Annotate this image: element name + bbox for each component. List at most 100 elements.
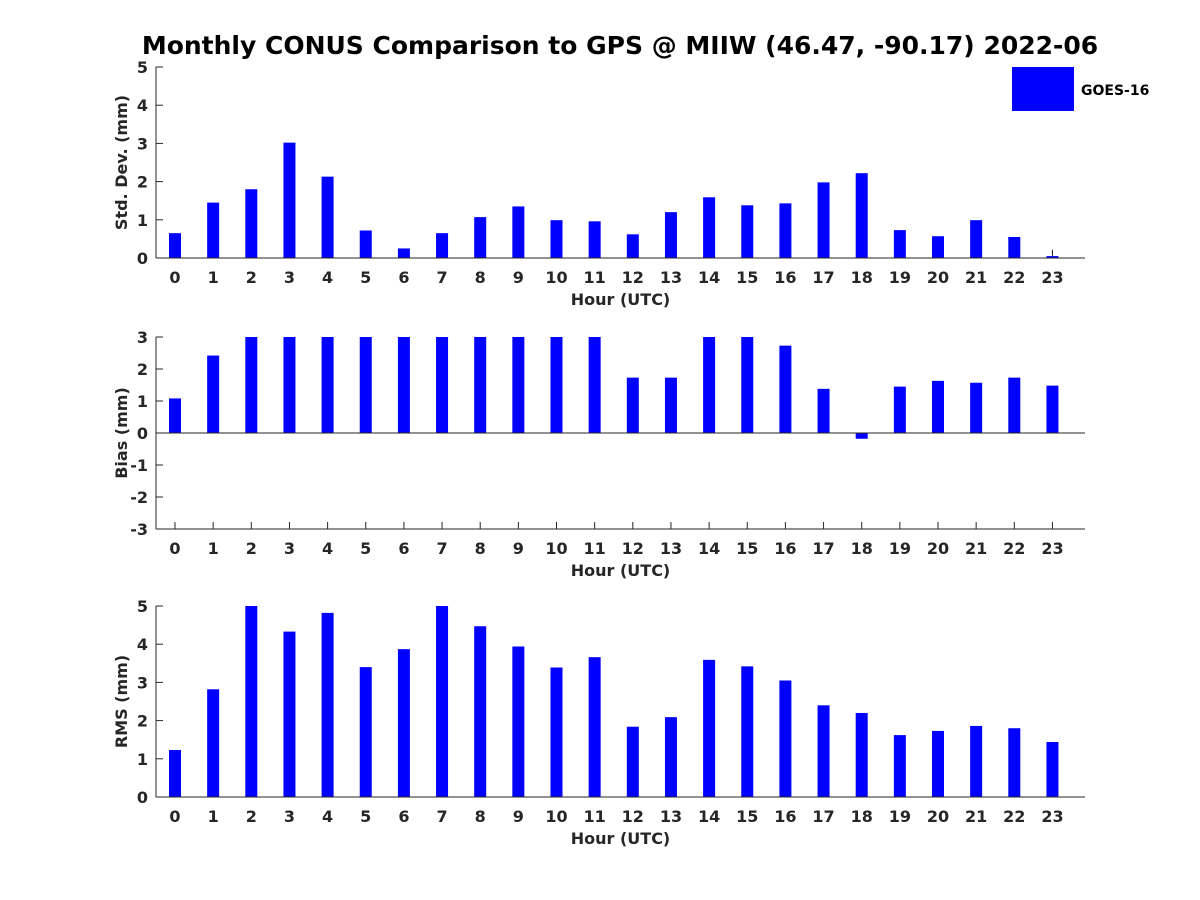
bar-hour-20	[932, 380, 944, 433]
bar-hour-3	[283, 142, 296, 258]
x-tick-label: 9	[513, 539, 524, 558]
bar-hour-10	[550, 220, 563, 258]
x-tick-label: 10	[545, 807, 567, 826]
x-tick-label: 17	[812, 268, 834, 287]
x-tick-label: 14	[698, 268, 720, 287]
y-tick-label: -2	[130, 488, 148, 507]
bar-hour-17	[817, 705, 830, 797]
bar-hour-18	[855, 712, 868, 797]
y-tick-label: 0	[137, 249, 148, 268]
y-tick-label: 2	[137, 173, 148, 192]
y-tick-label: 4	[137, 96, 148, 115]
x-tick-label: 23	[1041, 539, 1063, 558]
y-tick-label: -3	[130, 520, 148, 539]
x-tick-label: 15	[736, 539, 758, 558]
y-tick-label: 3	[137, 134, 148, 153]
bar-hour-13	[664, 717, 677, 797]
legend: GOES-16	[1012, 67, 1149, 111]
bar-hour-16	[779, 680, 792, 797]
bar-hour-19	[893, 735, 906, 797]
x-tick-label: 1	[208, 268, 219, 287]
bar-hour-20	[932, 236, 944, 258]
x-tick-label: 4	[322, 539, 333, 558]
x-tick-label: 15	[736, 268, 758, 287]
y-axis-label: RMS (mm)	[112, 655, 131, 748]
x-tick-label: 12	[622, 807, 644, 826]
x-tick-label: 19	[889, 807, 911, 826]
x-tick-label: 5	[360, 807, 371, 826]
bar-hour-13	[664, 377, 677, 433]
y-tick-label: 5	[137, 597, 148, 616]
x-tick-label: 6	[398, 268, 409, 287]
bar-hour-12	[626, 377, 639, 433]
bar-hour-6	[397, 248, 410, 258]
bar-hour-21	[970, 220, 983, 258]
bar-hour-2	[245, 189, 258, 258]
x-tick-label: 21	[965, 268, 987, 287]
bar-hour-13	[664, 212, 677, 258]
x-tick-label: 18	[851, 807, 873, 826]
x-tick-label: 8	[475, 268, 486, 287]
y-tick-label: 0	[137, 788, 148, 807]
bar-hour-14	[703, 337, 716, 433]
y-tick-label: 1	[137, 392, 148, 411]
bar-hour-9	[512, 206, 525, 258]
y-tick-label: 1	[137, 211, 148, 230]
x-tick-label: 3	[284, 268, 295, 287]
x-tick-label: 22	[1003, 807, 1025, 826]
bar-hour-8	[474, 626, 487, 797]
x-tick-label: 13	[660, 539, 682, 558]
bar-hour-15	[741, 337, 754, 433]
y-tick-label: -1	[130, 456, 148, 475]
x-tick-label: 19	[889, 539, 911, 558]
bar-hour-3	[283, 631, 296, 797]
bar-hour-0	[169, 398, 181, 433]
x-tick-label: 6	[398, 539, 409, 558]
bar-hour-5	[359, 337, 372, 433]
bar-hour-12	[626, 234, 639, 258]
y-tick-label: 2	[137, 712, 148, 731]
x-tick-label: 5	[360, 268, 371, 287]
x-tick-label: 0	[169, 539, 180, 558]
x-tick-label: 11	[584, 807, 606, 826]
x-tick-label: 1	[208, 807, 219, 826]
bar-hour-4	[321, 612, 334, 797]
bar-hour-7	[436, 233, 449, 258]
bar-hour-22	[1008, 236, 1021, 258]
bar-hour-2	[245, 337, 258, 433]
y-tick-label: 3	[137, 673, 148, 692]
bar-hour-8	[474, 217, 487, 258]
x-tick-label: 20	[927, 268, 949, 287]
bar-hour-12	[626, 726, 639, 797]
bar-hour-6	[397, 337, 410, 433]
bar-hour-11	[588, 337, 601, 433]
bar-hour-4	[321, 176, 334, 258]
x-tick-label: 7	[436, 539, 447, 558]
x-axis-label: Hour (UTC)	[571, 561, 671, 580]
bar-hour-19	[893, 386, 906, 433]
bar-hour-15	[741, 666, 754, 797]
bar-hour-10	[550, 337, 563, 433]
x-axis-label: Hour (UTC)	[571, 290, 671, 309]
x-tick-label: 10	[545, 268, 567, 287]
x-tick-label: 16	[774, 539, 796, 558]
bar-hour-14	[703, 197, 716, 258]
bar-hour-17	[817, 388, 830, 433]
bar-hour-5	[359, 667, 372, 797]
x-tick-label: 2	[246, 807, 257, 826]
bar-hour-7	[436, 337, 449, 433]
x-tick-label: 0	[169, 807, 180, 826]
x-tick-label: 20	[927, 807, 949, 826]
x-tick-label: 21	[965, 807, 987, 826]
bar-hour-2	[245, 606, 258, 797]
bar-hour-23	[1046, 256, 1059, 258]
bar-hour-22	[1008, 377, 1021, 433]
x-tick-label: 7	[436, 807, 447, 826]
bar-hour-19	[893, 230, 906, 258]
bar-hour-11	[588, 657, 601, 797]
bar-hour-7	[436, 606, 449, 797]
bar-hour-23	[1046, 741, 1059, 797]
x-tick-label: 12	[622, 539, 644, 558]
